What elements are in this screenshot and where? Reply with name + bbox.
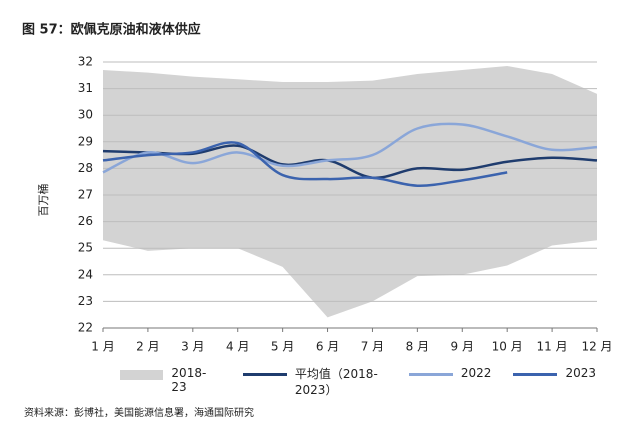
y-tick-label: 32 (78, 55, 93, 69)
range-band (103, 65, 597, 318)
x-tick-label: 2 月 (136, 340, 159, 354)
legend-swatch (120, 370, 164, 380)
y-tick-label: 22 (78, 321, 93, 335)
series-line (102, 141, 508, 187)
source: 资料来源：彭博社，美国能源信息署，海通国际研究 (24, 406, 254, 419)
y-tick-label: 27 (78, 188, 93, 202)
x-tick-label: 11 月 (537, 340, 568, 354)
y-tick-label: 25 (78, 241, 93, 255)
legend-item: 平均值（2018-2023） (242, 366, 387, 398)
x-tick-label: 12 月 (581, 340, 612, 354)
chart-title: 图 57：欧佩克原油和液体供应 (22, 22, 201, 38)
x-tick-label: 10 月 (492, 340, 523, 354)
legend-swatch (513, 373, 558, 376)
legend-label: 2018-23 (171, 366, 207, 394)
series-line (102, 122, 598, 174)
y-tick-label: 23 (78, 294, 93, 308)
y-tick-label: 29 (78, 134, 93, 148)
legend-label: 2022 (460, 366, 492, 380)
legend-swatch (408, 373, 453, 376)
legend-label: 平均值（2018-2023） (294, 367, 378, 397)
x-tick-label: 1 月 (91, 340, 114, 354)
x-tick-label: 9 月 (451, 340, 474, 354)
legend-item: 2018-23 (120, 366, 221, 394)
y-tick-label: 30 (78, 108, 93, 122)
legend: 2018-23 平均值（2018-2023） 2022 2023 (120, 366, 618, 398)
x-tick-label: 6 月 (316, 340, 339, 354)
legend-item: 2023 (513, 366, 596, 380)
y-axis-label: 百万桶 (36, 184, 50, 217)
legend-swatch (242, 373, 287, 376)
y-tick-label: 28 (78, 161, 93, 175)
legend-label: 2023 (565, 366, 596, 380)
x-tick-label: 5 月 (271, 340, 294, 354)
x-tick-label: 3 月 (181, 340, 204, 354)
y-tick-label: 31 (78, 81, 93, 95)
x-tick-label: 4 月 (226, 340, 249, 354)
x-tick-label: 7 月 (361, 340, 384, 354)
y-tick-label: 26 (78, 214, 93, 228)
legend-item: 2022 (408, 366, 492, 380)
y-tick-label: 24 (78, 267, 93, 281)
x-tick-label: 8 月 (406, 340, 429, 354)
